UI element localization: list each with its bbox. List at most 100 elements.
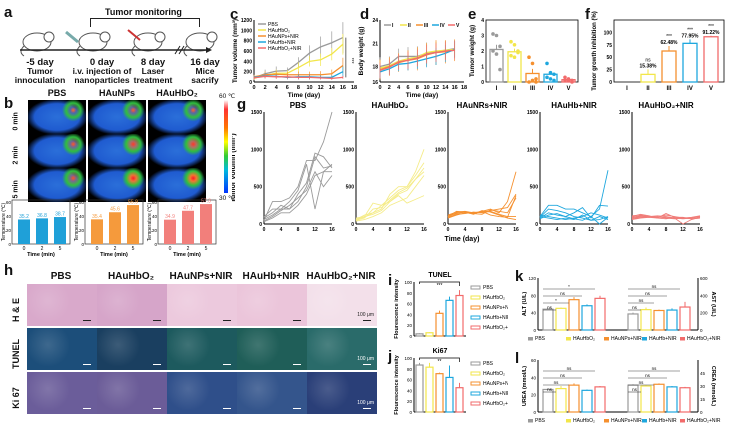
tick-label: 1200 bbox=[241, 18, 252, 24]
legend-label: HAuNPs+NIR bbox=[611, 336, 642, 342]
data-point bbox=[545, 61, 549, 66]
thermal-col-header: HAuNPs bbox=[98, 88, 135, 98]
panel-title: HAuNRs+NIR bbox=[457, 101, 508, 110]
scale-bar bbox=[153, 319, 161, 321]
legend-swatch bbox=[566, 337, 571, 341]
thermal-image bbox=[88, 134, 146, 168]
tick-label: 8 bbox=[297, 227, 300, 233]
tick-label: 100 bbox=[604, 30, 613, 36]
step-desc: innoculation bbox=[14, 75, 66, 85]
histology-image: 100 μm bbox=[307, 328, 377, 370]
tick-label: 0 bbox=[443, 222, 446, 228]
panel-label-g: g bbox=[237, 96, 247, 113]
temperature-bar-charts: Temperature (℃)020406035.2036.8238.75Tim… bbox=[1, 199, 217, 258]
thermal-col-header: HAuHbO₂ bbox=[156, 88, 198, 98]
bar bbox=[640, 385, 652, 413]
bar bbox=[640, 309, 652, 331]
timeline-svg bbox=[20, 29, 218, 57]
panel-label-k: k bbox=[515, 268, 524, 285]
tick-label: 24 bbox=[372, 18, 378, 24]
tick-label: 0 bbox=[700, 328, 703, 333]
series-line bbox=[355, 175, 425, 222]
series-line bbox=[631, 216, 701, 220]
tick-label: 0 bbox=[627, 222, 630, 228]
tick-label: 0 bbox=[355, 227, 358, 233]
data-point bbox=[527, 55, 531, 59]
y-axis-label-left: UREA (mmol/L) bbox=[522, 366, 528, 406]
bar bbox=[445, 376, 454, 413]
tick-label: 100 bbox=[404, 280, 412, 285]
panel-label-b: b bbox=[4, 95, 14, 112]
thermal-image bbox=[148, 134, 206, 168]
histology-image bbox=[27, 328, 97, 370]
tick-label: 4 bbox=[397, 85, 401, 91]
legend-swatch bbox=[470, 315, 481, 320]
data-point bbox=[509, 39, 513, 44]
tick-label: 25 bbox=[606, 68, 612, 74]
tick-label: 8 bbox=[389, 227, 392, 233]
legend-swatch bbox=[470, 391, 481, 396]
tick-label: 12 bbox=[318, 85, 324, 91]
tick-label: 12 bbox=[496, 227, 502, 233]
data-label: 36.8 bbox=[37, 213, 47, 219]
tick-label: III bbox=[666, 86, 671, 92]
syringe-icon bbox=[65, 30, 79, 44]
thermal-image bbox=[148, 168, 206, 202]
bar bbox=[182, 210, 194, 244]
data-label: 57.3 bbox=[201, 199, 211, 205]
tick-label: 0 bbox=[259, 222, 262, 228]
tick-label: 1500 bbox=[435, 110, 446, 116]
histology-image bbox=[97, 372, 167, 414]
data-point bbox=[509, 53, 513, 58]
data-point bbox=[566, 78, 571, 83]
sig-label: ns bbox=[632, 387, 638, 392]
bar bbox=[568, 299, 580, 331]
panel-label-a: a bbox=[4, 4, 13, 21]
step-0: -5 day Tumor innoculation bbox=[10, 58, 70, 85]
data-point bbox=[563, 78, 567, 83]
tick-label: 6 bbox=[286, 85, 289, 91]
scale-bar-label: 100 μm bbox=[357, 312, 374, 318]
histology-image bbox=[167, 328, 237, 370]
tick-label: 16 bbox=[329, 227, 335, 233]
tick-label: 16 bbox=[421, 227, 427, 233]
bar bbox=[581, 389, 593, 413]
tick-label: 200 bbox=[244, 70, 253, 76]
legend-label: HAuHb+NIR bbox=[649, 418, 677, 424]
mouse-icon bbox=[183, 31, 218, 57]
tick-label: 20 bbox=[152, 228, 158, 233]
tick-label: 200 bbox=[700, 311, 708, 316]
tick-label: 0 bbox=[533, 410, 536, 415]
tick-label: 40 bbox=[6, 214, 12, 219]
bar bbox=[425, 332, 434, 337]
series-line bbox=[263, 111, 333, 221]
step-desc: sacrify bbox=[191, 75, 219, 85]
tick-label: 5 bbox=[59, 246, 62, 252]
tick-label: 600 bbox=[244, 49, 253, 55]
tick-label: 1000 bbox=[435, 147, 446, 153]
tick-label: 18 bbox=[461, 85, 467, 91]
tick-label: 2 bbox=[481, 49, 484, 55]
panel-title: HAuHbO₂ bbox=[372, 101, 409, 110]
y-axis-label: Tumor volumn (mm³) bbox=[232, 133, 237, 202]
legend-label: HAuHbO₂ bbox=[573, 336, 595, 342]
sig-label: ns bbox=[560, 373, 566, 378]
bar bbox=[627, 313, 639, 331]
legend-label: PBS bbox=[483, 285, 494, 291]
histology-image bbox=[97, 284, 167, 326]
step-day: 0 day bbox=[89, 57, 115, 68]
series-line bbox=[253, 75, 343, 80]
bar bbox=[415, 333, 424, 337]
tick-label: 0 bbox=[249, 80, 252, 86]
tick-label: 12 bbox=[680, 227, 686, 233]
tick-label: 15 bbox=[700, 397, 706, 402]
thermal-col-header: PBS bbox=[47, 88, 67, 98]
data-label: 15.38% bbox=[640, 63, 658, 69]
sig-label: ** bbox=[438, 359, 442, 365]
sig-bracket bbox=[419, 357, 460, 362]
tick-label: 800 bbox=[244, 39, 253, 45]
data-label: 38.7 bbox=[55, 212, 65, 218]
series-line bbox=[263, 171, 332, 223]
tick-label: I bbox=[626, 86, 628, 92]
tick-label: 1000 bbox=[619, 147, 630, 153]
